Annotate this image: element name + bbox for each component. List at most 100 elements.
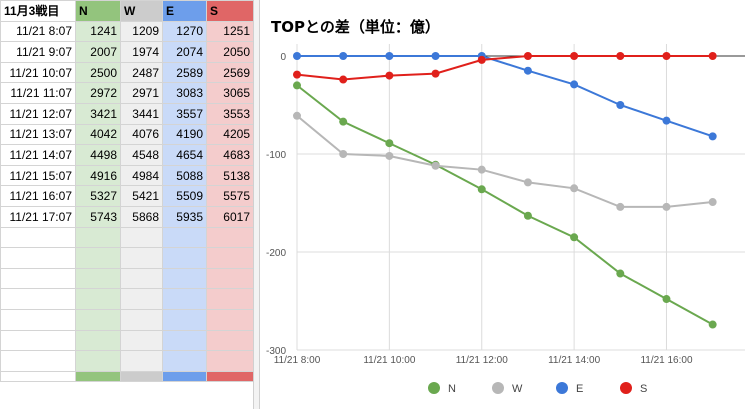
empty-cell[interactable] <box>0 288 76 310</box>
value-cell-n[interactable]: 5743 <box>75 205 121 228</box>
data-point-s[interactable] <box>708 52 717 60</box>
empty-cell[interactable] <box>120 267 163 290</box>
time-cell[interactable]: 11/21 17:07 <box>0 205 76 228</box>
empty-cell[interactable] <box>206 247 254 269</box>
sheet-title-cell[interactable]: 11月3戦目 <box>0 0 76 22</box>
value-cell-n[interactable]: 5327 <box>75 185 121 207</box>
value-cell-e[interactable]: 5509 <box>162 185 207 207</box>
empty-cell[interactable] <box>0 350 76 372</box>
data-point-s[interactable] <box>339 75 348 84</box>
data-point-w[interactable] <box>523 178 532 187</box>
data-point-e[interactable] <box>385 52 394 60</box>
data-point-w[interactable] <box>662 202 671 211</box>
value-cell-n[interactable]: 1241 <box>75 20 121 43</box>
data-point-e[interactable] <box>662 116 671 125</box>
data-point-w[interactable] <box>293 111 301 120</box>
value-cell-w[interactable]: 4076 <box>120 123 163 146</box>
time-cell[interactable]: 11/21 16:07 <box>0 185 76 207</box>
value-cell-e[interactable]: 1270 <box>162 20 207 43</box>
data-point-s[interactable] <box>616 52 625 60</box>
data-point-s[interactable] <box>293 70 301 79</box>
data-point-e[interactable] <box>523 66 532 75</box>
data-point-w[interactable] <box>431 161 440 170</box>
empty-cell[interactable] <box>120 247 163 269</box>
data-point-s[interactable] <box>385 71 394 80</box>
data-point-n[interactable] <box>708 320 717 329</box>
value-cell-s[interactable]: 6017 <box>206 205 254 228</box>
empty-cell[interactable] <box>206 288 254 310</box>
time-cell[interactable]: 11/21 11:07 <box>0 82 76 104</box>
empty-cell[interactable] <box>162 350 207 372</box>
value-cell-w[interactable]: 4548 <box>120 144 163 166</box>
data-point-n[interactable] <box>523 211 532 220</box>
value-cell-s[interactable]: 3553 <box>206 102 254 125</box>
value-cell-w[interactable]: 2971 <box>120 82 163 104</box>
empty-cell[interactable] <box>120 288 163 310</box>
value-cell-w[interactable]: 1209 <box>120 20 163 43</box>
data-point-w[interactable] <box>339 150 348 158</box>
value-cell-e[interactable]: 4190 <box>162 123 207 146</box>
empty-cell[interactable] <box>162 288 207 310</box>
value-cell-n[interactable]: 2972 <box>75 82 121 104</box>
data-point-w[interactable] <box>570 184 579 193</box>
empty-cell[interactable] <box>0 267 76 290</box>
header-n[interactable]: N <box>75 0 121 22</box>
data-point-s[interactable] <box>523 52 532 60</box>
data-point-w[interactable] <box>385 151 394 160</box>
value-cell-n[interactable]: 4042 <box>75 123 121 146</box>
empty-cell[interactable] <box>0 329 76 352</box>
data-point-e[interactable] <box>708 132 717 141</box>
empty-cell[interactable] <box>75 329 121 352</box>
empty-cell[interactable] <box>162 247 207 269</box>
data-point-n[interactable] <box>570 233 579 242</box>
value-cell-s[interactable]: 4683 <box>206 144 254 166</box>
value-cell-n[interactable]: 3421 <box>75 102 121 125</box>
header-e[interactable]: E <box>162 0 207 22</box>
time-cell[interactable]: 11/21 14:07 <box>0 144 76 166</box>
empty-cell[interactable] <box>75 226 121 249</box>
value-cell-s[interactable]: 1251 <box>206 20 254 43</box>
data-point-s[interactable] <box>431 69 440 78</box>
data-point-n[interactable] <box>385 139 394 148</box>
data-point-n[interactable] <box>339 117 348 126</box>
empty-cell[interactable] <box>75 350 121 372</box>
time-cell[interactable]: 11/21 10:07 <box>0 61 76 84</box>
empty-cell[interactable] <box>0 308 76 331</box>
value-cell-n[interactable]: 4916 <box>75 164 121 187</box>
data-point-w[interactable] <box>616 202 625 211</box>
data-point-w[interactable] <box>708 198 717 207</box>
empty-cell[interactable] <box>120 308 163 331</box>
empty-cell[interactable] <box>206 308 254 331</box>
empty-cell[interactable] <box>120 350 163 372</box>
data-point-w[interactable] <box>477 165 486 174</box>
time-cell[interactable]: 11/21 8:07 <box>0 20 76 43</box>
value-cell-s[interactable]: 2569 <box>206 61 254 84</box>
empty-cell[interactable] <box>0 247 76 269</box>
value-cell-s[interactable]: 2050 <box>206 41 254 63</box>
data-point-s[interactable] <box>477 55 486 64</box>
value-cell-s[interactable]: 5575 <box>206 185 254 207</box>
value-cell-n[interactable]: 2007 <box>75 41 121 63</box>
value-cell-e[interactable]: 4654 <box>162 144 207 166</box>
value-cell-w[interactable]: 5868 <box>120 205 163 228</box>
empty-cell[interactable] <box>206 267 254 290</box>
data-point-n[interactable] <box>477 185 486 194</box>
time-cell[interactable]: 11/21 12:07 <box>0 102 76 125</box>
empty-cell[interactable] <box>75 288 121 310</box>
value-cell-s[interactable]: 4205 <box>206 123 254 146</box>
value-cell-w[interactable]: 2487 <box>120 61 163 84</box>
value-cell-e[interactable]: 5935 <box>162 205 207 228</box>
empty-cell[interactable] <box>206 329 254 352</box>
data-point-s[interactable] <box>662 52 671 60</box>
empty-cell[interactable] <box>206 226 254 249</box>
value-cell-w[interactable]: 1974 <box>120 41 163 63</box>
data-point-e[interactable] <box>339 52 348 60</box>
empty-cell[interactable] <box>162 308 207 331</box>
value-cell-n[interactable]: 2500 <box>75 61 121 84</box>
value-cell-w[interactable]: 3441 <box>120 102 163 125</box>
header-w[interactable]: W <box>120 0 163 22</box>
time-cell[interactable]: 11/21 13:07 <box>0 123 76 146</box>
value-cell-e[interactable]: 2074 <box>162 41 207 63</box>
data-point-e[interactable] <box>616 101 625 109</box>
empty-cell[interactable] <box>162 226 207 249</box>
